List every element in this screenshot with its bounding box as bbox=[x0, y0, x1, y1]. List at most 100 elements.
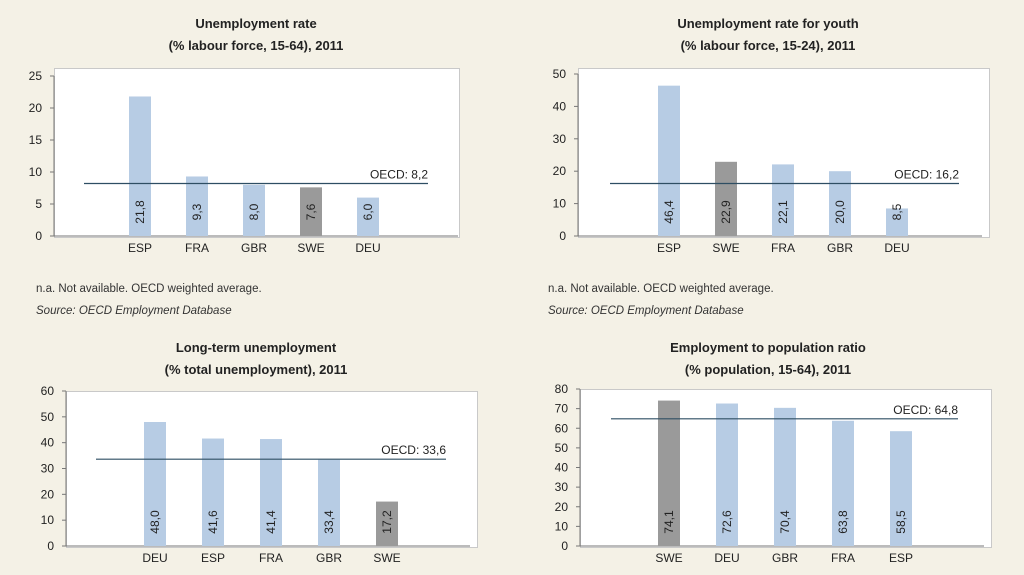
data-label: 72,6 bbox=[720, 510, 734, 534]
bar-fra bbox=[772, 164, 794, 236]
data-label: 20,0 bbox=[833, 200, 847, 224]
category-label: SWE bbox=[712, 241, 739, 255]
category-label: SWE bbox=[655, 551, 682, 565]
category-label: DEU bbox=[884, 241, 909, 255]
bar-swe bbox=[300, 187, 322, 236]
chart-subtitle: (% labour force, 15-64), 2011 bbox=[168, 38, 344, 53]
chart-panel-unemployment: Unemployment rate (% labour force, 15-64… bbox=[0, 0, 512, 317]
bar-gbr bbox=[774, 407, 796, 546]
y-tick-label: 70 bbox=[555, 402, 569, 416]
category-label: DEU bbox=[355, 241, 380, 255]
bar-deu bbox=[144, 422, 166, 546]
data-label: 41,6 bbox=[206, 510, 220, 534]
y-tick-label: 0 bbox=[561, 539, 568, 553]
data-label: 22,1 bbox=[776, 200, 790, 224]
category-label: GBR bbox=[316, 551, 342, 565]
data-label: 74,1 bbox=[662, 510, 676, 534]
chart-panel-youth-unemployment: Unemployment rate for youth (% labour fo… bbox=[512, 0, 1024, 317]
data-label: 22,9 bbox=[719, 200, 733, 224]
y-tick-label: 20 bbox=[553, 164, 567, 178]
chart-title: Employment to population ratio bbox=[670, 340, 866, 355]
bar-fra bbox=[260, 439, 282, 546]
category-label: FRA bbox=[831, 551, 855, 565]
y-tick-label: 40 bbox=[555, 461, 569, 475]
category-label: FRA bbox=[259, 551, 283, 565]
chart-title: Unemployment rate for youth bbox=[677, 16, 859, 31]
category-label: GBR bbox=[772, 551, 798, 565]
category-label: ESP bbox=[201, 551, 225, 565]
category-label: SWE bbox=[297, 241, 324, 255]
category-label: FRA bbox=[771, 241, 795, 255]
y-tick-label: 25 bbox=[29, 69, 43, 83]
chart-panel-long-term-unemployment: Long-term unemployment (% total unemploy… bbox=[0, 330, 512, 575]
chart-title: Unemployment rate bbox=[195, 16, 317, 31]
note-text: n.a. Not available. OECD weighted averag… bbox=[36, 283, 262, 295]
chart-title: Long-term unemployment bbox=[175, 340, 337, 355]
bar-gbr bbox=[243, 184, 265, 236]
bar-esp bbox=[890, 431, 912, 546]
bar-gbr bbox=[318, 459, 340, 546]
data-label: 21,8 bbox=[133, 200, 147, 224]
bar-deu bbox=[357, 197, 379, 236]
chart-svg: 0 10 20 30 40 50 60 70 80 74,1 SWE 72,6 DEU 70,4 GBR 63… bbox=[555, 382, 984, 565]
y-tick-label: 10 bbox=[553, 197, 567, 211]
data-label: 58,5 bbox=[894, 510, 908, 534]
category-label: ESP bbox=[889, 551, 913, 565]
category-label: ESP bbox=[128, 241, 152, 255]
y-tick-label: 20 bbox=[41, 487, 55, 501]
oecd-reference-label: OECD: 16,2 bbox=[894, 168, 959, 182]
bar-esp bbox=[658, 85, 680, 236]
y-tick-label: 40 bbox=[41, 436, 55, 450]
y-tick-label: 15 bbox=[29, 133, 43, 147]
chart-svg: 0 10 20 30 40 50 46,4 ESP 22,9 SWE 22,1 FRA 20,0 GBR 8… bbox=[553, 67, 982, 255]
chart-svg: 0 10 20 30 40 50 60 48,0 DEU 41,6 ESP 41,4 FRA 33,4 GB… bbox=[41, 384, 470, 565]
data-label: 63,8 bbox=[836, 510, 850, 534]
oecd-reference-label: OECD: 8,2 bbox=[370, 168, 428, 182]
bar-deu bbox=[716, 403, 738, 546]
category-label: GBR bbox=[241, 241, 267, 255]
chart-subtitle: (% population, 15-64), 2011 bbox=[684, 362, 852, 377]
source-text: Source: OECD Employment Database bbox=[548, 305, 744, 317]
bar-deu bbox=[886, 208, 908, 236]
bar-swe bbox=[715, 161, 737, 236]
data-label: 48,0 bbox=[148, 510, 162, 534]
bar-esp bbox=[129, 96, 151, 236]
y-tick-label: 20 bbox=[555, 500, 569, 514]
data-label: 8,0 bbox=[247, 203, 261, 220]
y-tick-label: 10 bbox=[41, 513, 55, 527]
bar-esp bbox=[202, 438, 224, 546]
y-tick-label: 5 bbox=[35, 197, 42, 211]
y-tick-label: 30 bbox=[555, 480, 569, 494]
data-label: 6,0 bbox=[361, 203, 375, 220]
y-tick-label: 30 bbox=[553, 132, 567, 146]
chart-subtitle: (% total unemployment), 2011 bbox=[164, 362, 348, 377]
data-label: 8,5 bbox=[890, 203, 904, 220]
chart-panel-employment-ratio: Employment to population ratio (% popula… bbox=[512, 330, 1024, 575]
data-label: 7,6 bbox=[304, 203, 318, 220]
chart-subtitle: (% labour force, 15-24), 2011 bbox=[680, 38, 856, 53]
data-label: 46,4 bbox=[662, 200, 676, 224]
y-tick-label: 0 bbox=[35, 229, 42, 243]
category-label: DEU bbox=[142, 551, 167, 565]
data-label: 33,4 bbox=[322, 510, 336, 534]
y-tick-label: 40 bbox=[553, 99, 567, 113]
category-label: FRA bbox=[185, 241, 209, 255]
oecd-reference-label: OECD: 64,8 bbox=[893, 403, 958, 417]
y-tick-label: 0 bbox=[47, 539, 54, 553]
y-tick-label: 50 bbox=[555, 441, 569, 455]
source-text: Source: OECD Employment Database bbox=[36, 305, 232, 317]
category-label: GBR bbox=[827, 241, 853, 255]
bar-fra bbox=[186, 176, 208, 236]
y-tick-label: 0 bbox=[559, 229, 566, 243]
note-text: n.a. Not available. OECD weighted averag… bbox=[548, 283, 774, 295]
data-label: 9,3 bbox=[190, 203, 204, 220]
category-label: ESP bbox=[657, 241, 681, 255]
bar-fra bbox=[832, 420, 854, 546]
chart-svg: 0 5 10 15 20 25 21,8 ESP 9,3 FRA 8,0 GBR 7,6 SWE 6,0 DE… bbox=[29, 69, 458, 255]
y-tick-label: 80 bbox=[555, 382, 569, 396]
data-label: 41,4 bbox=[264, 510, 278, 534]
category-label: SWE bbox=[373, 551, 400, 565]
y-tick-label: 30 bbox=[41, 462, 55, 476]
y-tick-label: 50 bbox=[41, 410, 55, 424]
bar-swe bbox=[658, 400, 680, 546]
